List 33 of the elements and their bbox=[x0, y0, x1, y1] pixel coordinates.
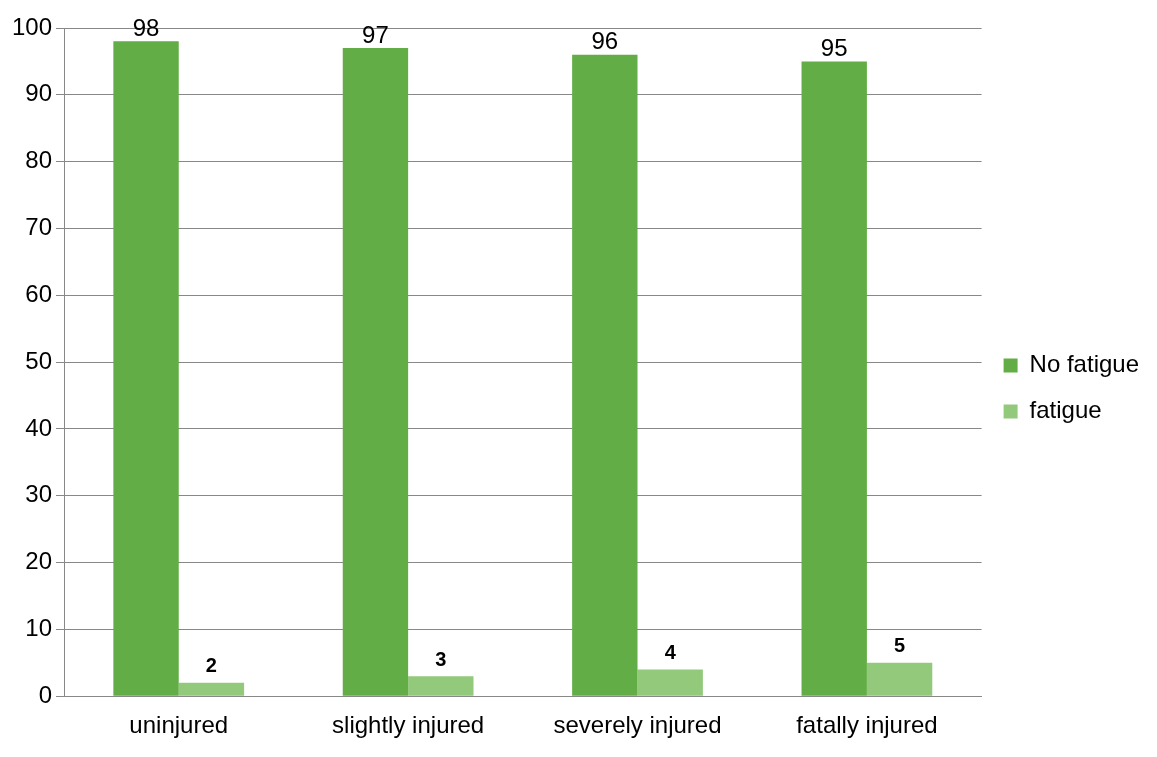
x-tick-label: fatally injured bbox=[796, 711, 938, 739]
y-tick-label: 90 bbox=[25, 79, 53, 107]
y-tick-label: 70 bbox=[25, 213, 53, 241]
data-label: 95 bbox=[820, 34, 848, 62]
data-label: 2 bbox=[205, 654, 217, 677]
bar bbox=[408, 676, 474, 696]
data-label: 3 bbox=[435, 647, 447, 670]
bar bbox=[801, 61, 867, 696]
x-tick-label: uninjured bbox=[129, 711, 229, 739]
data-label: 98 bbox=[132, 13, 160, 41]
y-tick-label: 60 bbox=[25, 279, 53, 307]
y-tick-label: 50 bbox=[25, 346, 53, 374]
y-tick-label: 0 bbox=[38, 680, 53, 708]
bar bbox=[637, 669, 703, 696]
bar bbox=[866, 662, 933, 696]
data-label: 5 bbox=[894, 634, 906, 657]
x-tick-label: slightly injured bbox=[332, 711, 485, 739]
bar bbox=[572, 54, 638, 696]
bar bbox=[113, 41, 179, 696]
data-label: 96 bbox=[591, 27, 619, 55]
legend-label: fatigue bbox=[1029, 396, 1102, 424]
y-tick-label: 40 bbox=[25, 413, 53, 441]
y-tick-label: 10 bbox=[25, 614, 53, 642]
data-label: 4 bbox=[664, 640, 677, 663]
x-tick-label: severely injured bbox=[553, 711, 722, 739]
bar bbox=[342, 48, 409, 696]
data-label: 97 bbox=[362, 20, 389, 48]
y-tick-label: 30 bbox=[25, 480, 53, 508]
y-tick-label: 80 bbox=[25, 146, 53, 174]
legend-label: No fatigue bbox=[1029, 350, 1139, 378]
y-tick-label: 100 bbox=[12, 12, 53, 40]
y-tick-label: 20 bbox=[25, 547, 53, 575]
bar bbox=[178, 682, 245, 696]
